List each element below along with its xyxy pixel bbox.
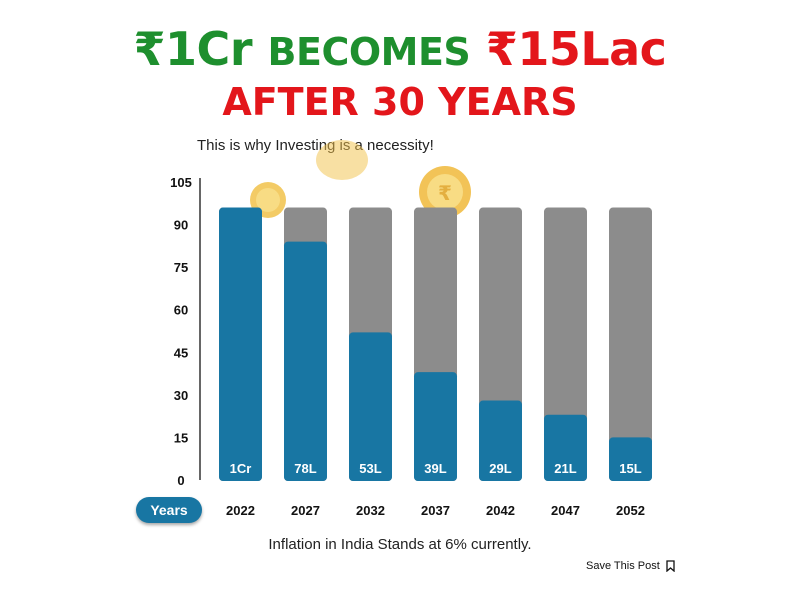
x-tick-label: 2022 [226,503,255,518]
y-tick-label: 105 [170,175,192,190]
title-verb: BECOMES [267,30,471,74]
bar-data-label: 53L [359,461,381,476]
y-tick-label: 75 [174,260,188,275]
x-tick-label: 2052 [616,503,645,518]
x-tick-label: 2027 [291,503,320,518]
bar-2027 [284,241,327,481]
svg-text:₹: ₹ [438,181,452,205]
bar-2052 [609,437,652,481]
bar-background [544,207,587,482]
chart-title-line2: AFTER 30 YEARS [222,80,578,124]
x-tick-label: 2042 [486,503,515,518]
y-tick-label: 90 [174,218,188,233]
bar-2032 [349,332,392,481]
bar-background [609,207,652,482]
save-post-label: Save This Post [586,560,660,572]
bar-2037 [414,372,457,481]
bar-data-label: 1Cr [230,461,252,476]
bar-data-label: 21L [554,461,576,476]
x-tick-labels: 2022 2027 2032 2037 2042 2047 2052 [226,503,645,518]
bar-data-label: 78L [294,461,316,476]
bar-data-label: 15L [619,461,641,476]
bar-series: 1Cr 78L 53L 39L 29L 21L 15L [219,207,652,482]
footer-note: Inflation in India Stands at 6% currentl… [268,536,532,553]
bar-2042 [479,400,522,481]
save-post-button[interactable]: Save This Post [586,560,675,572]
x-tick-label: 2047 [551,503,580,518]
x-tick-label: 2037 [421,503,450,518]
title-start-amount: ₹1Cr [133,22,253,76]
title-end-amount: ₹15Lac [485,22,667,76]
y-tick-label: 60 [174,303,188,318]
y-tick-labels: 0 15 30 45 60 75 90 105 [170,175,192,488]
bar-2047 [544,414,587,481]
chart-title-line1: ₹1Cr BECOMES ₹15Lac [0,22,800,76]
bar-2022 [219,207,262,482]
bookmark-icon [666,560,675,572]
bar-data-label: 29L [489,461,511,476]
y-tick-label: 45 [174,345,188,360]
y-tick-label: 15 [174,430,188,445]
x-tick-label: 2032 [356,503,385,518]
chart-subtitle: This is why Investing is a necessity! [197,137,434,154]
y-tick-label: 0 [177,473,184,488]
x-axis-label: Years [136,497,202,523]
y-tick-label: 30 [174,388,188,403]
bar-data-label: 39L [424,461,446,476]
coin-decoration: ₹ [250,140,471,218]
